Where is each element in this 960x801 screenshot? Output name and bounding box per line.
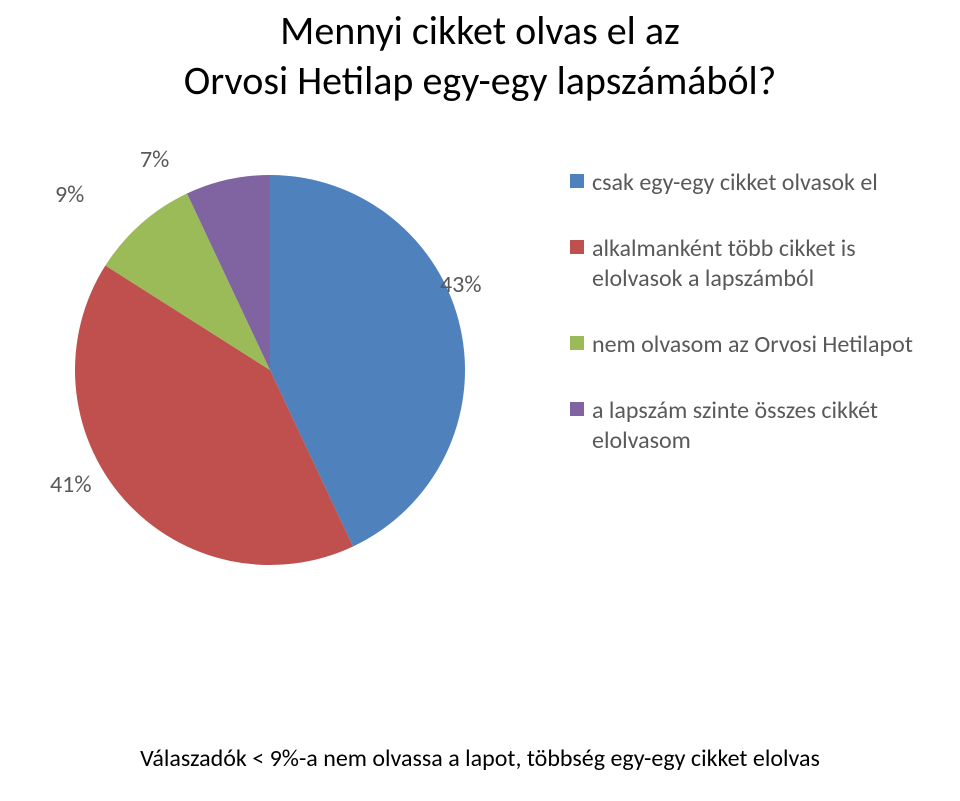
title-line-1: Mennyi cikket olvas el az <box>280 6 680 55</box>
pie-chart-svg <box>60 160 480 580</box>
chart-title: Mennyi cikket olvas el az Orvosi Hetilap… <box>0 6 960 106</box>
footer-caption: Válaszadók < 9%-a nem olvassa a lapot, t… <box>0 744 960 773</box>
legend-swatch-2 <box>570 336 584 350</box>
chart-container: Mennyi cikket olvas el az Orvosi Hetilap… <box>0 0 960 801</box>
title-line-2: Orvosi Hetilap egy-egy lapszámából? <box>184 56 777 105</box>
slice-label-1: 41% <box>50 470 91 499</box>
legend-label-0: csak egy-egy cikket olvasok el <box>592 168 878 198</box>
legend-swatch-1 <box>570 240 584 254</box>
legend-label-3: a lapszám szinte összes cikkét elolvasom <box>592 396 930 456</box>
slice-label-3: 7% <box>140 145 169 174</box>
slice-label-2: 9% <box>55 180 84 209</box>
legend-item-3: a lapszám szinte összes cikkét elolvasom <box>570 396 930 456</box>
legend: csak egy-egy cikket olvasok el alkalmank… <box>570 168 930 492</box>
legend-label-2: nem olvasom az Orvosi Hetilapot <box>592 330 913 360</box>
legend-item-0: csak egy-egy cikket olvasok el <box>570 168 930 198</box>
legend-item-2: nem olvasom az Orvosi Hetilapot <box>570 330 930 360</box>
legend-item-1: alkalmanként több cikket is elolvasok a … <box>570 234 930 294</box>
legend-swatch-0 <box>570 174 584 188</box>
legend-label-1: alkalmanként több cikket is elolvasok a … <box>592 234 930 294</box>
legend-swatch-3 <box>570 402 584 416</box>
pie-chart-area: 43% 41% 9% 7% <box>60 160 480 580</box>
slice-label-0: 43% <box>440 270 481 299</box>
